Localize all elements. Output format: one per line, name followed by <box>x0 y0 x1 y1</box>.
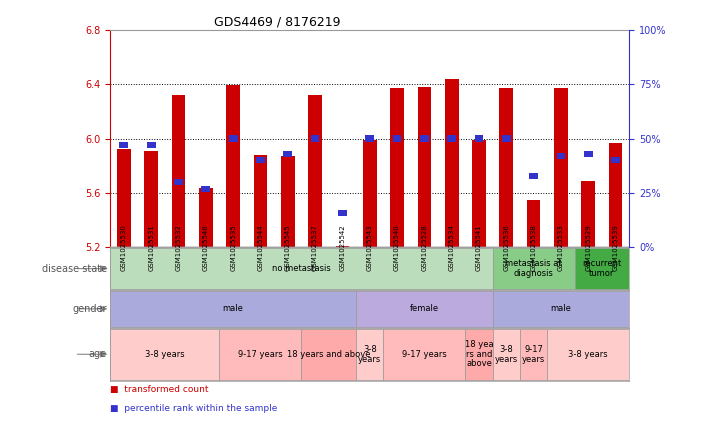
Text: male: male <box>550 304 572 313</box>
Bar <box>420 135 429 142</box>
Text: GSM1025546: GSM1025546 <box>203 224 209 271</box>
Text: 18 years and above: 18 years and above <box>287 350 370 359</box>
Text: no metastasis: no metastasis <box>272 264 331 273</box>
Bar <box>199 187 213 247</box>
Bar <box>584 151 593 157</box>
Text: GSM1025540: GSM1025540 <box>394 224 400 271</box>
Bar <box>445 79 459 247</box>
Text: female: female <box>410 304 439 313</box>
Text: GSM1025531: GSM1025531 <box>148 224 154 271</box>
Text: GSM1025542: GSM1025542 <box>339 224 346 271</box>
Bar <box>557 153 565 159</box>
Bar <box>547 329 629 380</box>
Bar <box>117 149 131 247</box>
Text: disease state: disease state <box>41 264 107 274</box>
Text: 18 yea
rs and
above: 18 yea rs and above <box>465 340 493 368</box>
Text: GSM1025536: GSM1025536 <box>503 224 509 271</box>
Bar <box>110 291 356 327</box>
Text: GSM1025533: GSM1025533 <box>558 224 564 271</box>
Bar <box>502 135 510 142</box>
Bar <box>171 95 186 247</box>
Text: GSM1025528: GSM1025528 <box>422 224 427 271</box>
Text: GSM1025529: GSM1025529 <box>585 224 592 271</box>
Bar <box>229 135 237 142</box>
Bar <box>465 329 493 380</box>
Bar <box>529 173 538 179</box>
Text: GSM1025537: GSM1025537 <box>312 224 318 271</box>
Text: GSM1025544: GSM1025544 <box>257 224 264 271</box>
Text: GSM1025532: GSM1025532 <box>176 224 181 271</box>
Bar <box>609 143 622 247</box>
Bar <box>472 140 486 247</box>
Bar <box>582 181 595 247</box>
Text: 9-17 years: 9-17 years <box>238 350 283 359</box>
Text: male: male <box>223 304 244 313</box>
Text: 9-17 years: 9-17 years <box>402 350 447 359</box>
Bar <box>119 142 128 148</box>
Text: 9-17
years: 9-17 years <box>522 345 545 364</box>
Text: metastasis at
diagnosis: metastasis at diagnosis <box>506 259 562 278</box>
Bar <box>110 248 493 289</box>
Bar <box>392 135 402 142</box>
Text: GSM1025535: GSM1025535 <box>230 224 236 271</box>
Text: age: age <box>89 349 107 359</box>
Text: GSM1025530: GSM1025530 <box>121 224 127 271</box>
Bar <box>110 329 220 380</box>
Bar <box>220 329 301 380</box>
Bar <box>201 186 210 192</box>
Text: ■  percentile rank within the sample: ■ percentile rank within the sample <box>110 404 277 413</box>
Text: ■  transformed count: ■ transformed count <box>110 385 209 394</box>
Bar <box>311 135 319 142</box>
Bar <box>493 291 629 327</box>
Bar <box>226 85 240 247</box>
Text: GSM1025538: GSM1025538 <box>530 224 537 271</box>
Bar <box>574 248 629 289</box>
Text: 3-8
years: 3-8 years <box>495 345 518 364</box>
Bar <box>254 155 267 247</box>
Text: 3-8
years: 3-8 years <box>358 345 381 364</box>
Text: 3-8 years: 3-8 years <box>145 350 185 359</box>
Bar <box>356 291 493 327</box>
Text: GSM1025541: GSM1025541 <box>476 224 482 271</box>
Bar <box>527 200 540 247</box>
Text: GSM1025539: GSM1025539 <box>613 224 619 271</box>
Text: 3-8 years: 3-8 years <box>569 350 608 359</box>
Text: GSM1025543: GSM1025543 <box>367 224 373 271</box>
Text: GSM1025545: GSM1025545 <box>285 224 291 271</box>
Bar <box>256 157 264 163</box>
Bar <box>493 248 574 289</box>
Bar <box>475 135 483 142</box>
Bar <box>447 135 456 142</box>
Text: GSM1025534: GSM1025534 <box>449 224 454 271</box>
Bar <box>417 87 431 247</box>
Bar <box>611 157 620 163</box>
Text: recurrent
tumor: recurrent tumor <box>582 259 621 278</box>
Bar <box>338 209 347 216</box>
Bar <box>284 151 292 157</box>
Bar <box>520 329 547 380</box>
Bar <box>144 151 158 247</box>
Bar <box>499 88 513 247</box>
Bar <box>554 88 568 247</box>
Bar <box>356 329 383 380</box>
Bar <box>146 142 156 148</box>
Bar <box>174 179 183 185</box>
Text: gender: gender <box>72 304 107 314</box>
Bar <box>281 156 294 247</box>
Bar <box>363 140 377 247</box>
Bar <box>301 329 356 380</box>
Bar <box>493 329 520 380</box>
Bar <box>383 329 465 380</box>
Bar <box>365 135 374 142</box>
Bar <box>309 95 322 247</box>
Text: GDS4469 / 8176219: GDS4469 / 8176219 <box>214 16 341 28</box>
Bar <box>390 88 404 247</box>
Bar <box>336 246 349 247</box>
